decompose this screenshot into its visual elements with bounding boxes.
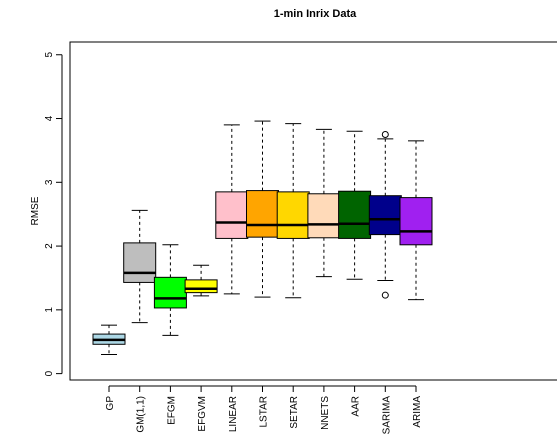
iqr-box: [307, 193, 341, 239]
chart-title: 1-min Inrix Data: [274, 8, 357, 20]
x-tick-label: EFGVM: [197, 396, 208, 432]
box-linear: [215, 124, 249, 295]
x-tick-label: AAR: [351, 396, 362, 417]
iqr-box: [246, 190, 279, 238]
box-gp: [92, 324, 126, 355]
outlier-point: [381, 291, 389, 299]
iqr-box: [215, 191, 249, 239]
iqr-box: [338, 190, 372, 239]
outlier-point: [381, 130, 389, 138]
iqr-box: [399, 197, 433, 246]
y-tick-label: 0: [44, 370, 55, 376]
boxes-group: [92, 120, 433, 355]
x-tick-label: SETAR: [289, 396, 300, 429]
x-tick-label: ARIMA: [412, 396, 423, 428]
x-tick-label: GP: [105, 396, 116, 411]
iqr-box: [184, 279, 218, 294]
iqr-box: [368, 195, 402, 236]
y-tick-label: 2: [44, 243, 55, 249]
x-tick-label: EFGM: [166, 396, 177, 425]
x-tick-label: LSTAR: [259, 396, 270, 428]
box-sarima: [368, 130, 402, 299]
y-tick-label: 4: [44, 115, 55, 121]
y-tick-label: 3: [44, 179, 55, 185]
iqr-box: [276, 191, 310, 239]
x-tick-label: GM(1,1): [136, 396, 147, 433]
x-tick-label: NNETS: [320, 396, 331, 430]
box-lstar: [246, 120, 279, 298]
x-tick-label: SARIMA: [381, 396, 392, 435]
box-aar: [338, 130, 372, 280]
y-tick-label: 1: [44, 307, 55, 313]
box-nnets: [307, 128, 341, 278]
plot-frame: [69, 41, 557, 381]
y-tick-label: 5: [44, 52, 55, 58]
box-gm-1-1-: [123, 209, 157, 324]
x-tick-label: LINEAR: [228, 396, 239, 432]
box-efgm: [153, 244, 187, 336]
box-arima: [399, 140, 433, 301]
box-setar: [276, 123, 310, 299]
y-axis: 0 1 2 3 4 5: [44, 52, 63, 376]
x-axis: GP GM(1,1) EFGM EFGVM LINEAR LSTAR SETAR NNETS A…: [105, 385, 423, 435]
iqr-box: [123, 242, 157, 283]
y-axis-label: RMSE: [30, 196, 41, 225]
iqr-box: [153, 276, 187, 309]
box-efgvm: [184, 264, 218, 297]
